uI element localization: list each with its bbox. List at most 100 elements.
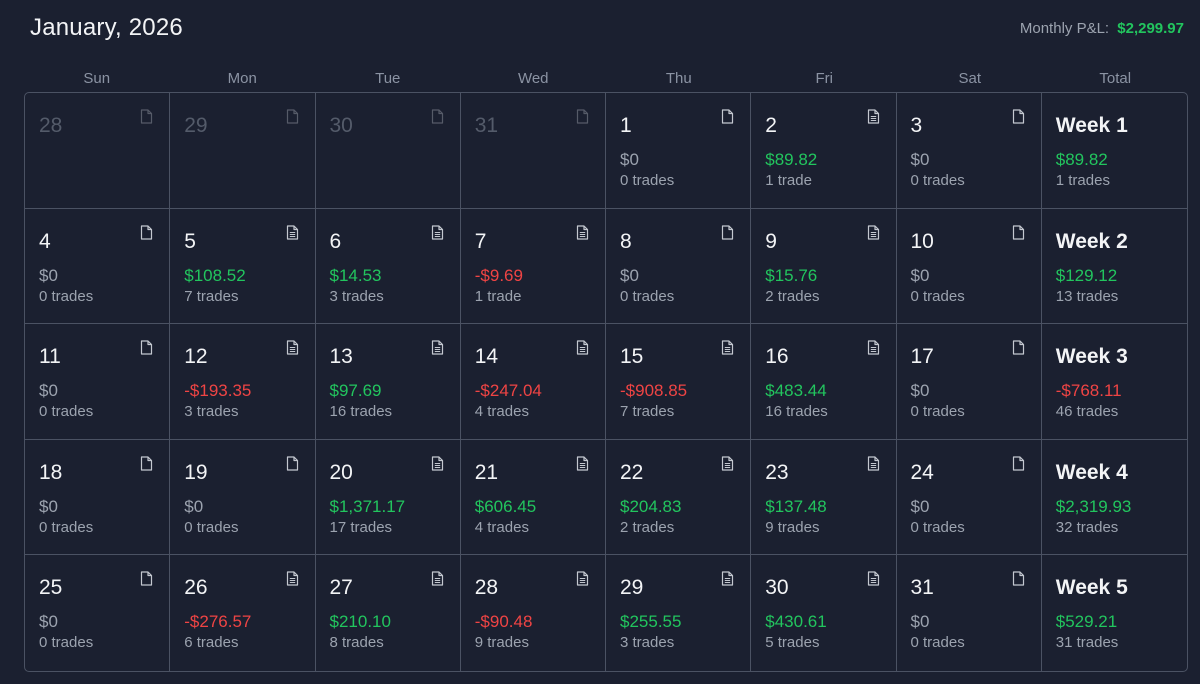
day-cell[interactable]: 29 $255.55 3 trades [606, 555, 752, 671]
day-trade-count: 0 trades [910, 403, 965, 421]
day-trade-count: 4 trades [474, 403, 529, 421]
day-cell[interactable]: 30 $430.61 5 trades [751, 555, 897, 671]
day-cell[interactable]: 28 [25, 93, 171, 209]
day-cell[interactable]: 15 -$908.85 7 trades [606, 324, 752, 440]
note-icon[interactable] [576, 109, 589, 124]
day-cell[interactable]: 19 $0 0 trades [170, 439, 316, 556]
weekday-label-thu: Thu [665, 70, 692, 87]
day-pnl: $430.61 [765, 612, 827, 632]
day-cell[interactable]: 8 $0 0 trades [606, 208, 752, 325]
day-cell[interactable]: 30 [315, 93, 461, 209]
day-cell[interactable]: 26 -$276.57 6 trades [170, 555, 316, 671]
day-cell[interactable]: 10 $0 0 trades [896, 208, 1042, 325]
week-total-cell[interactable]: Week 3 -$768.11 46 trades [1041, 324, 1187, 440]
note-icon[interactable] [867, 571, 880, 586]
day-cell[interactable]: 24 $0 0 trades [896, 439, 1042, 556]
day-cell[interactable]: 3 $0 0 trades [896, 93, 1042, 209]
day-trade-count: 0 trades [39, 634, 94, 652]
note-icon[interactable] [431, 109, 444, 124]
note-icon[interactable] [286, 571, 299, 586]
note-icon[interactable] [431, 224, 444, 240]
day-cell[interactable]: 17 $0 0 trades [896, 324, 1042, 440]
day-cell[interactable]: 4 $0 0 trades [25, 208, 171, 325]
note-icon[interactable] [1012, 340, 1025, 355]
note-icon[interactable] [140, 571, 153, 586]
day-cell[interactable]: 5 $108.52 7 trades [170, 208, 316, 325]
day-trade-count: 3 trades [620, 634, 675, 652]
day-cell[interactable]: 25 $0 0 trades [25, 555, 171, 671]
note-icon[interactable] [431, 340, 444, 355]
day-cell[interactable]: 23 $137.48 9 trades [751, 439, 897, 556]
day-cell[interactable]: 27 $210.10 8 trades [316, 555, 461, 671]
day-cell[interactable]: 21 $606.45 4 trades [460, 439, 606, 556]
note-icon[interactable] [286, 109, 299, 124]
note-icon[interactable] [576, 340, 589, 355]
day-cell[interactable]: 7 -$9.69 1 trade [460, 208, 606, 325]
day-pnl: $97.69 [329, 381, 382, 401]
note-icon[interactable] [576, 456, 589, 471]
note-icon[interactable] [721, 571, 734, 586]
note-icon[interactable] [140, 109, 153, 124]
note-icon[interactable] [1012, 456, 1025, 471]
week-total-cell[interactable]: Week 5 $529.21 31 trades [1042, 555, 1187, 671]
day-number: 18 [39, 460, 63, 484]
note-icon[interactable] [140, 340, 153, 355]
note-icon[interactable] [867, 340, 880, 355]
day-cell[interactable]: 31 $0 0 trades [897, 555, 1042, 671]
note-icon[interactable] [286, 456, 299, 471]
note-icon[interactable] [1012, 224, 1025, 240]
day-cell[interactable]: 11 $0 0 trades [25, 324, 171, 440]
day-cell[interactable]: 18 $0 0 trades [25, 439, 171, 556]
note-icon[interactable] [867, 224, 880, 240]
note-icon[interactable] [867, 109, 880, 124]
day-trade-count: 0 trades [620, 287, 675, 305]
week-total-cell[interactable]: Week 4 $2,319.93 32 trades [1041, 440, 1187, 556]
day-cell[interactable]: 28 -$90.48 9 trades [461, 555, 606, 671]
week-trade-count: 1 trades [1055, 172, 1110, 189]
note-icon[interactable] [1012, 571, 1025, 586]
day-number: 10 [910, 229, 934, 253]
day-cell[interactable]: 2 $89.82 1 trade [751, 93, 897, 209]
note-icon[interactable] [721, 340, 734, 355]
week-total-cell[interactable]: Week 1 $89.82 1 trades [1041, 93, 1187, 209]
note-icon[interactable] [721, 456, 734, 471]
day-pnl: $0 [184, 496, 204, 516]
day-trade-count: 0 trades [39, 403, 94, 421]
day-cell[interactable]: 16 $483.44 16 trades [751, 324, 897, 440]
day-cell[interactable]: 1 $0 0 trades [606, 93, 752, 209]
day-cell[interactable]: 12 -$193.35 3 trades [170, 324, 316, 440]
note-icon[interactable] [431, 571, 444, 586]
day-trade-count: 8 trades [329, 634, 384, 652]
day-pnl: $210.10 [329, 612, 391, 632]
note-icon[interactable] [140, 456, 153, 471]
week-total-cell[interactable]: Week 2 $129.12 13 trades [1041, 209, 1187, 325]
day-cell[interactable]: 13 $97.69 16 trades [315, 324, 461, 440]
weekday-label-sat: Sat [958, 70, 981, 87]
note-icon[interactable] [431, 456, 444, 471]
note-icon[interactable] [867, 456, 880, 471]
day-cell[interactable]: 20 $1,371.17 17 trades [315, 439, 461, 556]
monthly-pnl-label: Monthly P&L: [1019, 19, 1110, 37]
weekday-header-row: Sun Mon Tue Wed Thu Fri Sat Total [24, 70, 1188, 90]
note-icon[interactable] [576, 571, 589, 586]
note-icon[interactable] [286, 340, 299, 355]
day-number: 9 [765, 229, 777, 253]
day-cell[interactable]: 22 $204.83 2 trades [606, 439, 752, 556]
day-number: 5 [184, 229, 196, 253]
day-cell[interactable]: 31 [460, 93, 606, 209]
week-pnl: $129.12 [1055, 265, 1118, 285]
day-cell[interactable]: 9 $15.76 2 trades [751, 208, 897, 325]
day-cell[interactable]: 6 $14.53 3 trades [315, 208, 461, 325]
day-cell[interactable]: 14 -$247.04 4 trades [460, 324, 606, 440]
note-icon[interactable] [721, 109, 734, 124]
day-pnl: -$247.04 [474, 381, 542, 401]
day-trade-count: 17 trades [329, 518, 393, 536]
day-trade-count: 16 trades [329, 403, 393, 421]
day-number: 29 [184, 114, 208, 137]
note-icon[interactable] [721, 224, 734, 240]
note-icon[interactable] [286, 224, 299, 240]
note-icon[interactable] [140, 224, 153, 240]
note-icon[interactable] [576, 224, 589, 240]
note-icon[interactable] [1012, 109, 1025, 124]
day-cell[interactable]: 29 [170, 93, 316, 209]
